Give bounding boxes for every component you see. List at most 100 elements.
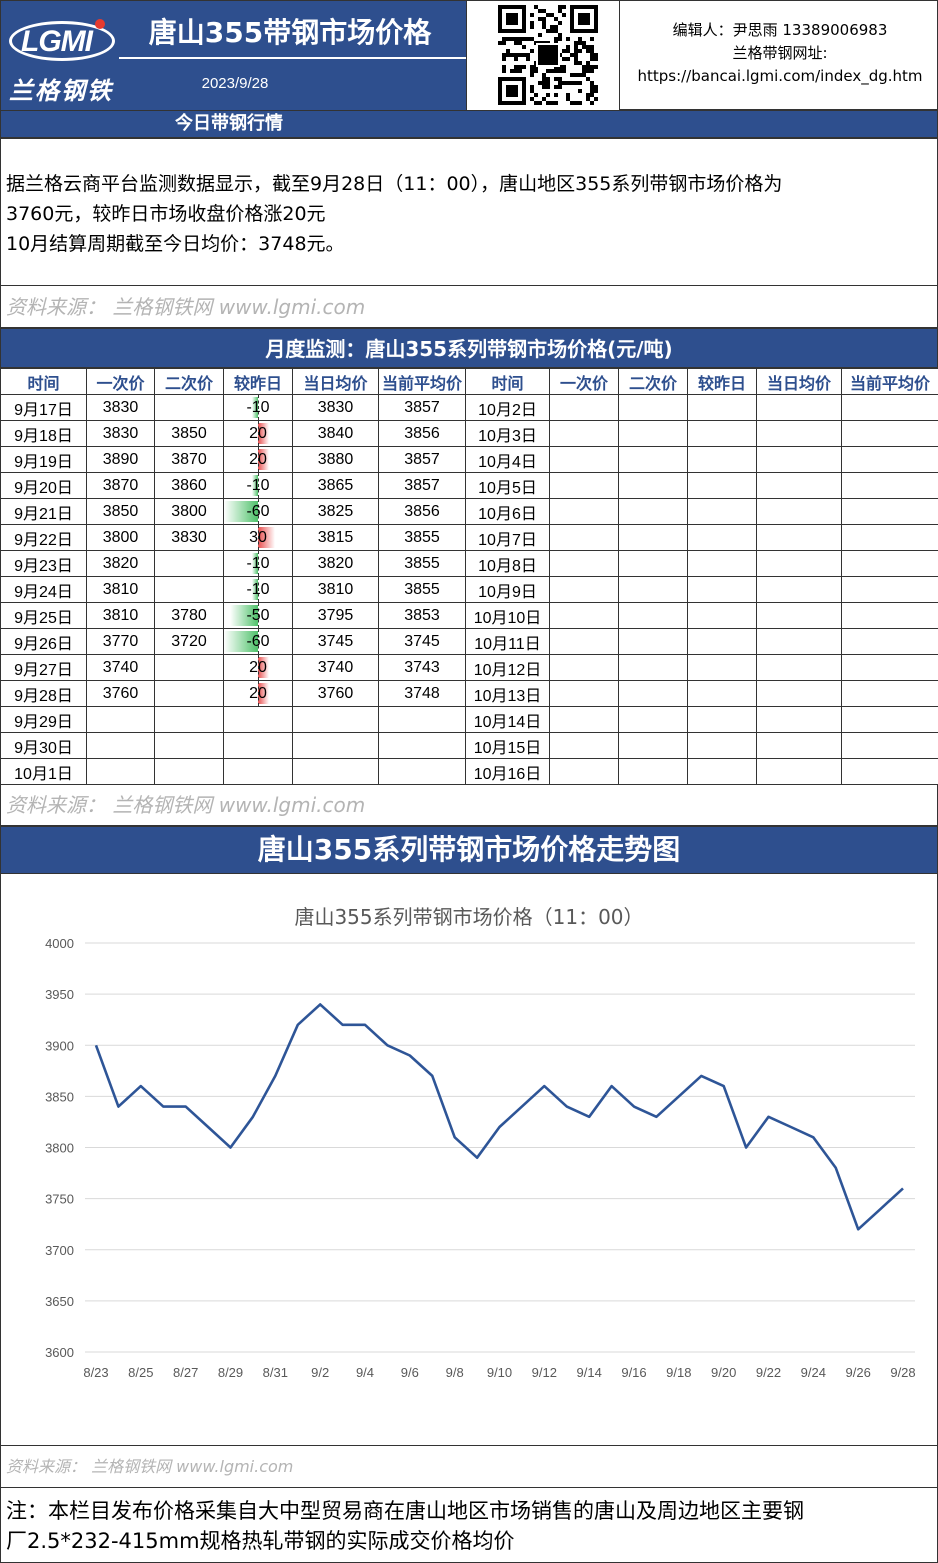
qr-module [510,37,514,41]
qr-module [590,49,594,53]
date-cell: 9月29日 [0,706,87,733]
empty-cell [756,628,842,655]
date-cell: 9月26日 [0,628,87,655]
empty-cell [618,550,688,577]
change-cell: 20 [223,420,293,447]
x-tick-label: 8/29 [218,1365,243,1380]
date-cell: 10月5日 [465,472,550,499]
qr-module [510,69,514,73]
qr-module [562,65,566,69]
change-axis [258,421,259,446]
qr-module [538,101,542,105]
empty-cell [618,394,688,421]
price-cell: 3830 [86,420,155,447]
qr-module [554,17,558,21]
price-cell: 3780 [154,602,224,629]
price-cell: 3860 [154,472,224,499]
change-cell: -10 [223,394,293,421]
editor-info: 编辑人：尹思雨 13389006983 兰格带钢网址: https://banc… [621,19,938,88]
change-axis [258,629,259,654]
empty-cell [618,472,688,499]
table-row: 9月24日 3810 -10 3810 3855 10月9日 [0,576,938,603]
qr-module [570,101,574,105]
empty-cell [618,706,688,733]
qr-module [534,101,538,105]
empty-cell [687,732,757,759]
date-cell: 10月15日 [465,732,550,759]
qr-module [542,17,546,21]
qr-module [590,57,594,61]
qr-module [522,65,526,69]
table-row: 9月23日 3820 -10 3820 3855 10月8日 [0,550,938,577]
qr-module [558,9,562,13]
qr-module [506,37,510,41]
empty-cell [549,706,619,733]
qr-module [502,53,506,57]
qr-module [590,101,594,105]
price-cell: 3720 [154,628,224,655]
empty-cell [841,680,938,707]
qr-module [566,57,570,61]
title-divider [119,57,466,59]
qr-module [590,93,594,97]
empty-cell [549,446,619,473]
empty-cell [618,654,688,681]
qr-module [570,53,574,57]
price-cell [86,706,155,733]
empty-cell [756,472,842,499]
date-cell: 9月30日 [0,732,87,759]
empty-cell [549,602,619,629]
empty-cell [618,732,688,759]
empty-cell [756,680,842,707]
qr-module [574,45,578,49]
qr-module [578,37,582,41]
site-url-link[interactable]: https://bancai.lgmi.com/index_dg.htm [637,67,923,85]
qr-module [590,81,594,85]
price-cell: 3830 [292,394,379,421]
qr-module [534,93,538,97]
empty-cell [687,602,757,629]
empty-cell [618,420,688,447]
qr-module [542,21,546,25]
qr-module [542,97,546,101]
price-cell [86,758,155,785]
price-cell: 3890 [86,446,155,473]
price-cell: 3770 [86,628,155,655]
wechat-icon [538,45,558,65]
qr-code-icon [498,5,598,105]
empty-cell [687,420,757,447]
change-cell: -60 [223,628,293,655]
change-cell [223,732,293,759]
qr-cell [466,1,620,111]
editor-line: 编辑人：尹思雨 13389006983 [672,21,888,39]
change-bar-down [229,605,258,626]
change-bar-down [252,475,258,496]
empty-cell [841,420,938,447]
qr-module [506,49,510,53]
empty-cell [841,446,938,473]
change-bar-down [252,553,258,574]
change-bar-down [224,631,258,652]
empty-cell [841,758,938,785]
qr-module [502,41,506,45]
empty-cell [841,394,938,421]
change-bar-up [258,683,270,704]
empty-cell [687,576,757,603]
logo-cn-text: 兰格钢铁 [9,77,113,105]
change-cell [223,758,293,785]
y-tick-label: 3700 [45,1243,74,1258]
price-cell: 3810 [292,576,379,603]
price-cell [378,758,466,785]
qr-module [562,5,566,9]
x-tick-label: 9/24 [801,1365,826,1380]
monthly-section-title: 月度监测：唐山355系列带钢市场价格(元/吨) [0,328,938,368]
qr-module [566,37,570,41]
price-cell: 3748 [378,680,466,707]
date-cell: 9月23日 [0,550,87,577]
qr-module [526,53,530,57]
table-row: 9月21日 3850 3800 -60 3825 3856 10月6日 [0,498,938,525]
qr-module [578,49,582,53]
qr-module [514,69,518,73]
column-header: 当日均价 [292,368,379,395]
x-tick-label: 9/10 [487,1365,512,1380]
